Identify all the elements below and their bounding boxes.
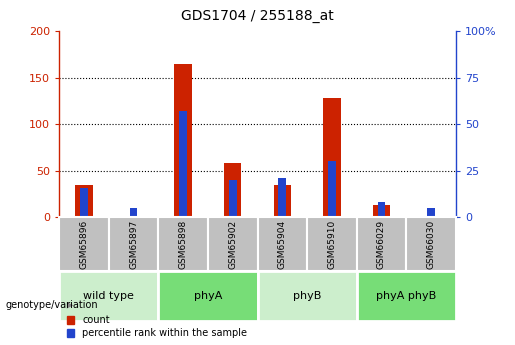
Bar bbox=[373, 205, 390, 217]
Bar bbox=[109, 217, 159, 271]
Bar bbox=[59, 217, 109, 271]
Bar bbox=[130, 208, 138, 217]
Bar bbox=[323, 98, 340, 217]
Text: GSM66030: GSM66030 bbox=[426, 219, 436, 269]
Text: GSM65898: GSM65898 bbox=[179, 219, 187, 269]
Bar bbox=[80, 188, 88, 217]
Bar bbox=[377, 203, 385, 217]
Bar bbox=[159, 217, 208, 271]
Bar bbox=[159, 271, 258, 321]
Bar bbox=[179, 111, 187, 217]
Bar bbox=[406, 217, 456, 271]
Text: GSM66029: GSM66029 bbox=[377, 219, 386, 269]
Text: GDS1704 / 255188_at: GDS1704 / 255188_at bbox=[181, 9, 334, 23]
Bar bbox=[224, 163, 242, 217]
Bar bbox=[427, 208, 435, 217]
Bar bbox=[258, 271, 356, 321]
Text: GSM65896: GSM65896 bbox=[79, 219, 89, 269]
Bar bbox=[59, 271, 159, 321]
Text: wild type: wild type bbox=[83, 291, 134, 301]
Text: phyB: phyB bbox=[293, 291, 321, 301]
Text: phyA: phyA bbox=[194, 291, 222, 301]
Bar bbox=[208, 217, 258, 271]
Text: genotype/variation: genotype/variation bbox=[5, 300, 98, 310]
Bar bbox=[279, 178, 286, 217]
Text: GSM65897: GSM65897 bbox=[129, 219, 138, 269]
Text: phyA phyB: phyA phyB bbox=[376, 291, 436, 301]
Bar bbox=[75, 185, 93, 217]
Bar bbox=[356, 271, 456, 321]
Legend: count, percentile rank within the sample: count, percentile rank within the sample bbox=[66, 315, 247, 338]
Bar bbox=[229, 180, 236, 217]
Bar bbox=[356, 217, 406, 271]
Text: GSM65904: GSM65904 bbox=[278, 219, 287, 269]
Bar bbox=[258, 217, 307, 271]
Bar bbox=[273, 185, 291, 217]
Text: GSM65902: GSM65902 bbox=[228, 219, 237, 269]
Text: GSM65910: GSM65910 bbox=[328, 219, 336, 269]
Bar bbox=[175, 63, 192, 217]
Bar bbox=[328, 161, 336, 217]
Bar bbox=[307, 217, 356, 271]
